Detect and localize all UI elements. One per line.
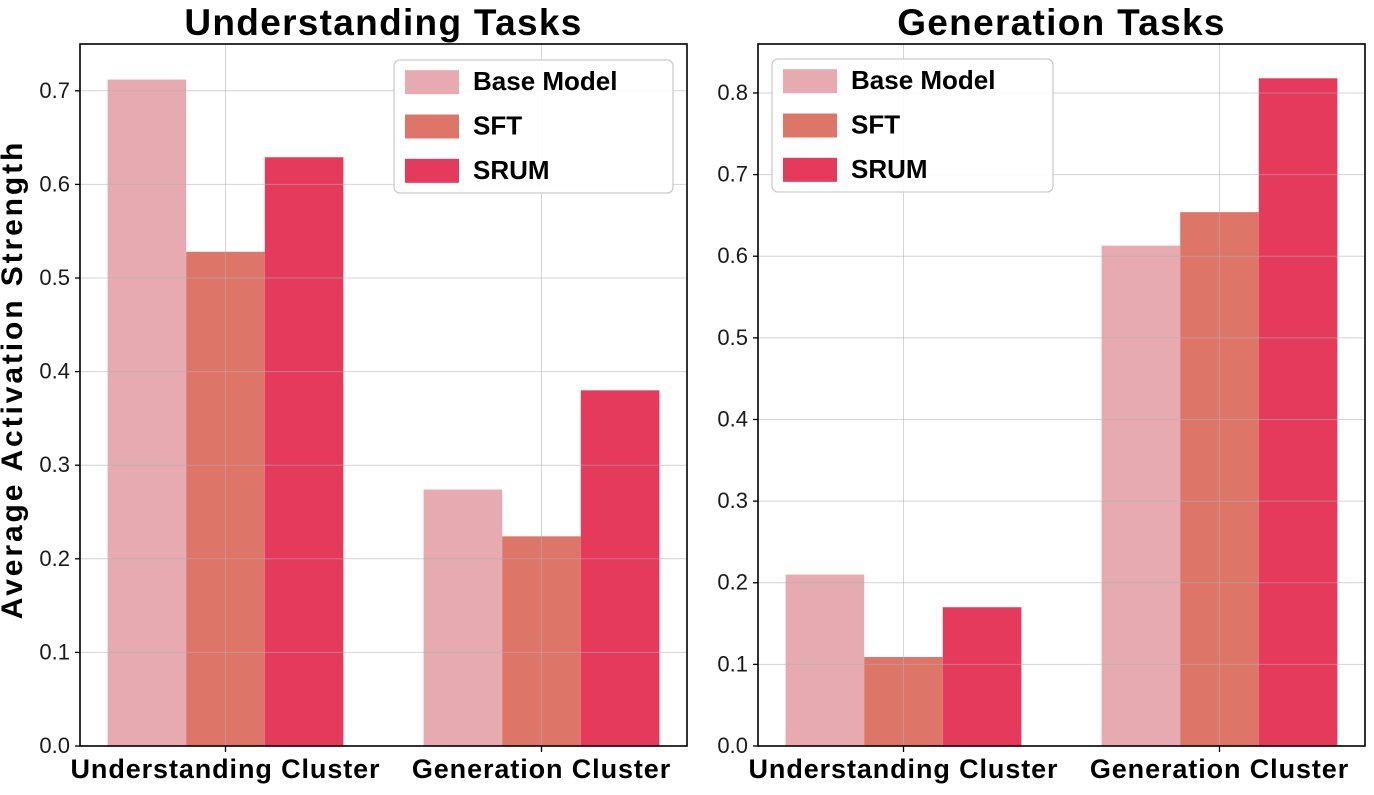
svg-text:0.5: 0.5 bbox=[717, 325, 748, 350]
svg-text:0.4: 0.4 bbox=[717, 406, 748, 431]
svg-text:0.3: 0.3 bbox=[717, 488, 748, 513]
svg-text:0.5: 0.5 bbox=[39, 265, 70, 290]
svg-text:0.1: 0.1 bbox=[717, 651, 748, 676]
svg-text:0.2: 0.2 bbox=[39, 546, 70, 571]
svg-text:0.4: 0.4 bbox=[39, 359, 70, 384]
svg-text:Generation Cluster: Generation Cluster bbox=[412, 754, 671, 784]
svg-text:0.7: 0.7 bbox=[39, 78, 70, 103]
svg-text:0.8: 0.8 bbox=[717, 80, 748, 105]
svg-text:SFT: SFT bbox=[473, 111, 522, 141]
svg-text:Understanding Cluster: Understanding Cluster bbox=[749, 754, 1059, 784]
svg-text:0.6: 0.6 bbox=[717, 243, 748, 268]
svg-text:Base Model: Base Model bbox=[851, 65, 996, 95]
svg-text:0.2: 0.2 bbox=[717, 570, 748, 595]
svg-text:SRUM: SRUM bbox=[851, 154, 928, 184]
svg-text:0.7: 0.7 bbox=[717, 162, 748, 187]
svg-text:SFT: SFT bbox=[851, 110, 900, 140]
svg-text:Understanding Tasks: Understanding Tasks bbox=[184, 2, 582, 43]
svg-text:Generation Tasks: Generation Tasks bbox=[897, 2, 1226, 43]
svg-text:0.6: 0.6 bbox=[39, 171, 70, 196]
svg-text:0.0: 0.0 bbox=[717, 733, 748, 758]
svg-text:Base Model: Base Model bbox=[473, 66, 618, 96]
svg-text:Understanding Cluster: Understanding Cluster bbox=[71, 754, 381, 784]
svg-text:0.0: 0.0 bbox=[39, 733, 70, 758]
svg-text:Average Activation Strength: Average Activation Strength bbox=[0, 140, 29, 620]
svg-text:0.1: 0.1 bbox=[39, 639, 70, 664]
svg-text:SRUM: SRUM bbox=[473, 155, 550, 185]
svg-text:0.3: 0.3 bbox=[39, 452, 70, 477]
svg-text:Generation Cluster: Generation Cluster bbox=[1090, 754, 1349, 784]
